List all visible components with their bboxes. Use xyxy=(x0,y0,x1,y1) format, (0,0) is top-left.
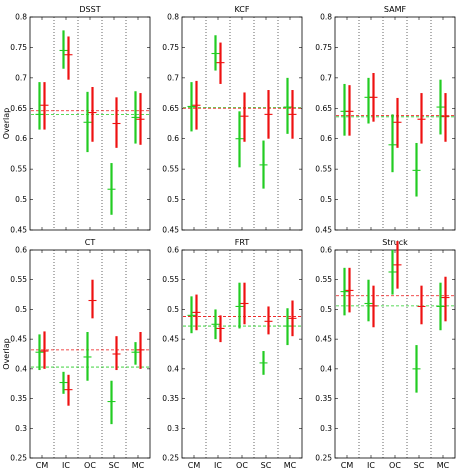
plot-frame xyxy=(29,249,151,459)
y-tick-label: 0.75 xyxy=(315,43,332,52)
y-tick-label: 0.55 xyxy=(10,165,27,174)
y-tick-label: 0.75 xyxy=(10,43,27,52)
y-axis-label: Overlap xyxy=(2,338,11,369)
x-tick-label: MC xyxy=(284,461,297,468)
x-tick-label: IC xyxy=(62,461,70,468)
x-tick-label: OC xyxy=(236,461,248,468)
y-tick-label: 0.7 xyxy=(320,73,332,82)
x-tick-label: CM xyxy=(341,461,354,468)
plot-frame xyxy=(181,16,303,231)
chart-title: CT xyxy=(85,238,96,247)
y-tick-label: 0.35 xyxy=(10,394,27,403)
y-tick-label: 0.6 xyxy=(15,246,27,255)
plot-frame xyxy=(334,16,456,231)
y-tick-label: 0.65 xyxy=(10,104,27,113)
chart-panel-3: CT Overlap 0.25 0.3 0.35 0.4 0.45 0.5 0.55 0.6 CM I… xyxy=(2,238,151,468)
y-tick-label: 0.65 xyxy=(315,104,332,113)
y-tick-label: 0.7 xyxy=(167,73,179,82)
y-tick-label: 0.25 xyxy=(10,454,27,463)
y-tick-label: 0.55 xyxy=(162,275,179,284)
chart-panel-4: FRT 0.25 0.3 0.35 0.4 0.45 0.5 0.55 0.6 CM IC OC SC M… xyxy=(162,238,303,468)
y-tick-label: 0.5 xyxy=(167,195,179,204)
y-tick-label: 0.8 xyxy=(167,13,179,22)
chart-panel-0: DSST Overlap 0.45 0.5 0.55 0.6 0.65 0.7 0.75 0.8 xyxy=(2,5,151,235)
y-tick-label: 0.35 xyxy=(315,394,332,403)
x-tick-label: IC xyxy=(367,461,375,468)
y-tick-label: 0.5 xyxy=(320,305,332,314)
y-tick-label: 0.3 xyxy=(15,424,27,433)
y-tick-label: 0.5 xyxy=(15,305,27,314)
x-tick-label: SC xyxy=(261,461,272,468)
y-tick-label: 0.75 xyxy=(162,43,179,52)
y-tick-label: 0.6 xyxy=(167,246,179,255)
y-tick-label: 0.5 xyxy=(320,195,332,204)
chart-title: SAMF xyxy=(384,5,407,14)
x-tick-label: OC xyxy=(389,461,401,468)
chart-panel-2: SAMF 0.45 0.5 0.55 0.6 0.65 0.7 0.75 0.8 xyxy=(315,5,456,235)
x-tick-label: OC xyxy=(84,461,96,468)
x-tick-label: MC xyxy=(437,461,450,468)
y-tick-label: 0.55 xyxy=(315,165,332,174)
y-tick-label: 0.6 xyxy=(167,134,179,143)
y-tick-label: 0.7 xyxy=(15,73,27,82)
y-tick-label: 0.45 xyxy=(315,335,332,344)
x-tick-label: SC xyxy=(109,461,120,468)
y-tick-label: 0.4 xyxy=(167,364,179,373)
y-tick-label: 0.6 xyxy=(15,134,27,143)
x-tick-label: CM xyxy=(188,461,201,468)
y-tick-label: 0.65 xyxy=(162,104,179,113)
y-tick-label: 0.45 xyxy=(162,335,179,344)
plot-frame xyxy=(181,249,303,459)
y-axis-label: Overlap xyxy=(2,108,11,139)
chart-panel-1: KCF 0.45 0.5 0.55 0.6 0.65 0.7 0.75 0.8 xyxy=(162,5,303,235)
y-tick-label: 0.8 xyxy=(15,13,27,22)
y-tick-label: 0.45 xyxy=(10,335,27,344)
chart-title: FRT xyxy=(235,238,250,247)
x-tick-label: IC xyxy=(214,461,222,468)
x-tick-label: MC xyxy=(132,461,145,468)
chart-panel-5: Struck 0.25 0.3 0.35 0.4 0.45 0.5 0.55 0.6 CM IC OC… xyxy=(315,238,456,468)
y-tick-label: 0.4 xyxy=(320,364,332,373)
y-tick-label: 0.45 xyxy=(315,226,332,235)
plot-frame xyxy=(29,16,151,231)
y-tick-label: 0.6 xyxy=(320,134,332,143)
y-tick-label: 0.25 xyxy=(162,454,179,463)
chart-title: DSST xyxy=(79,5,100,14)
y-tick-label: 0.45 xyxy=(10,226,27,235)
y-tick-label: 0.55 xyxy=(315,275,332,284)
y-tick-label: 0.25 xyxy=(315,454,332,463)
y-tick-label: 0.8 xyxy=(320,13,332,22)
plot-frame xyxy=(334,249,456,459)
y-tick-label: 0.5 xyxy=(167,305,179,314)
y-tick-label: 0.55 xyxy=(162,165,179,174)
y-tick-label: 0.5 xyxy=(15,195,27,204)
y-tick-label: 0.3 xyxy=(320,424,332,433)
y-tick-label: 0.55 xyxy=(10,275,27,284)
chart-title: Struck xyxy=(382,238,408,247)
y-tick-label: 0.35 xyxy=(162,394,179,403)
chart-title: KCF xyxy=(235,5,250,14)
x-tick-label: CM xyxy=(36,461,49,468)
y-tick-label: 0.3 xyxy=(167,424,179,433)
y-tick-label: 0.4 xyxy=(15,364,27,373)
y-tick-label: 0.45 xyxy=(162,226,179,235)
x-tick-label: SC xyxy=(414,461,425,468)
y-tick-label: 0.6 xyxy=(320,246,332,255)
